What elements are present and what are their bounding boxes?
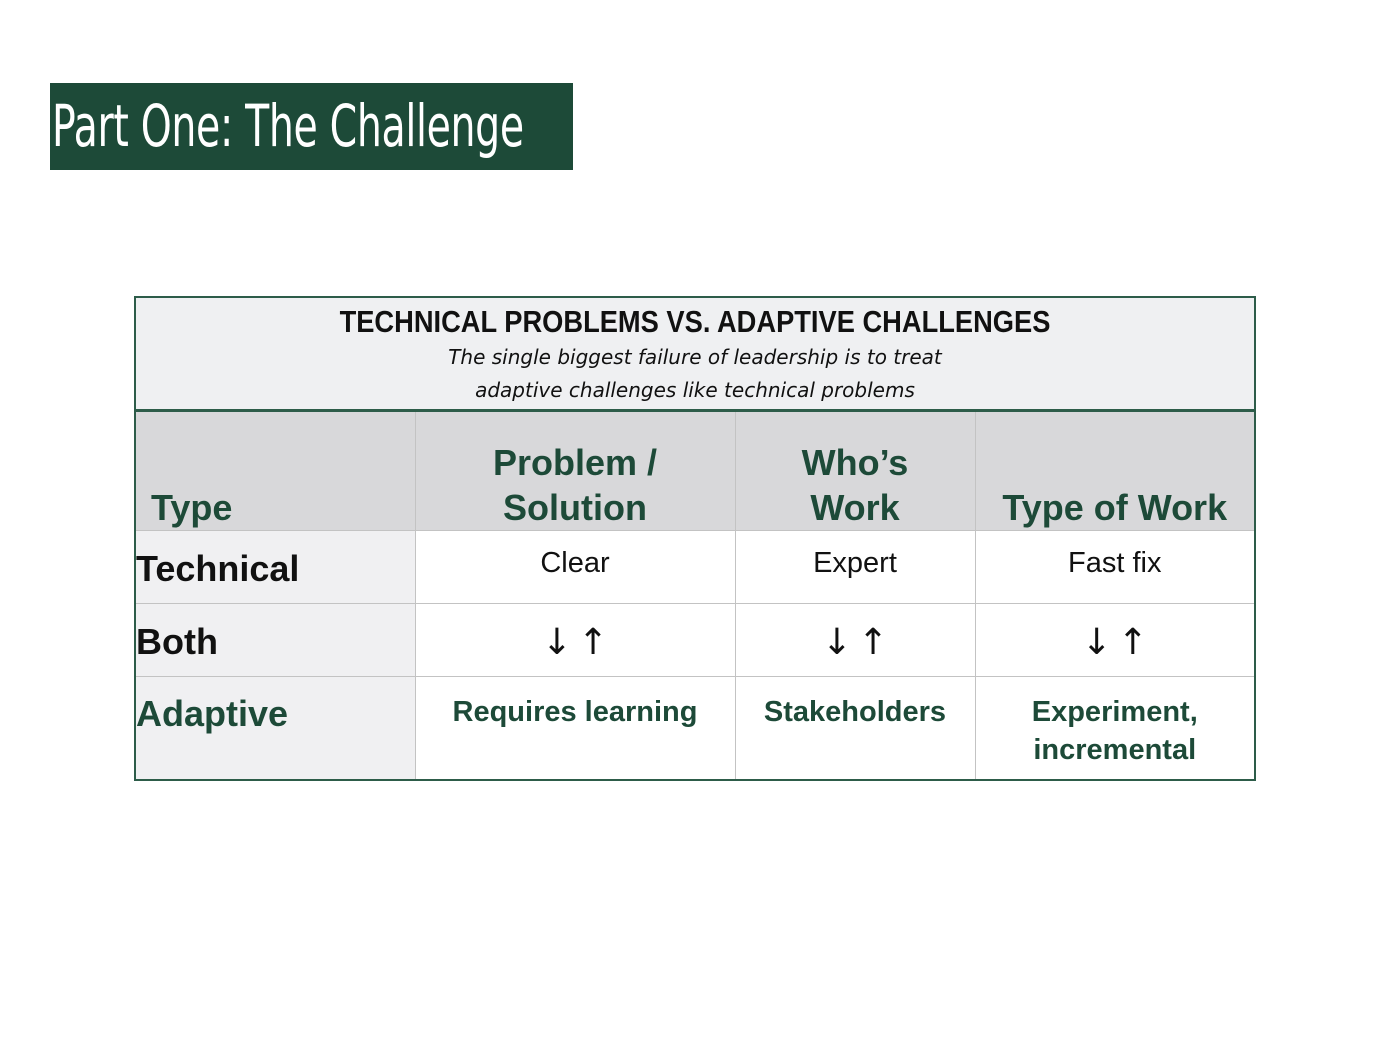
row-label-both: Both [136, 602, 416, 677]
arrow-down-icon: ↓ [1081, 621, 1112, 663]
row-label-technical: Technical [136, 529, 416, 604]
column-header-problem-solution: Problem / Solution [414, 412, 736, 531]
table-row-technical: Technical Clear Expert Fast fix [136, 529, 1254, 604]
slide-title: Part One: The Challenge [50, 83, 573, 170]
table-row-adaptive: Adaptive Requires learning Stakeholders … [136, 675, 1254, 779]
cell-both-problem-solution: ↓ ↑ [414, 602, 736, 677]
column-header-whos-work: Who’s Work [734, 412, 976, 531]
cell-adaptive-whos-work: Stakeholders [734, 675, 976, 779]
column-header-type-of-work: Type of Work [974, 412, 1254, 531]
arrow-down-icon: ↓ [541, 621, 572, 663]
arrow-up-icon: ↑ [858, 621, 889, 663]
arrow-down-icon: ↓ [821, 621, 852, 663]
cell-adaptive-type-of-work: Experiment, incremental [974, 675, 1254, 779]
table-row-both: Both ↓ ↑ ↓ ↑ ↓ ↑ [136, 602, 1254, 677]
column-header-type: Type [136, 412, 416, 531]
cell-technical-whos-work: Expert [734, 529, 976, 604]
cell-both-whos-work: ↓ ↑ [734, 602, 976, 677]
comparison-grid: Type Problem / Solution Who’s Work Type … [136, 412, 1254, 779]
header-row: Type Problem / Solution Who’s Work Type … [136, 412, 1254, 531]
cell-technical-type-of-work: Fast fix [974, 529, 1254, 604]
slide-title-text: Part One: The Challenge [52, 92, 524, 160]
cell-technical-problem-solution: Clear [414, 529, 736, 604]
table-subtitle-line2: adaptive challenges like technical probl… [475, 378, 915, 402]
table-caption: TECHNICAL PROBLEMS VS. ADAPTIVE CHALLENG… [136, 298, 1254, 412]
cell-adaptive-problem-solution: Requires learning [414, 675, 736, 779]
cell-both-type-of-work: ↓ ↑ [974, 602, 1254, 677]
comparison-table: TECHNICAL PROBLEMS VS. ADAPTIVE CHALLENG… [134, 296, 1256, 781]
arrow-up-icon: ↑ [578, 621, 609, 663]
table-subtitle-line1: The single biggest failure of leadership… [448, 345, 942, 369]
row-label-adaptive: Adaptive [136, 675, 416, 779]
table-heading: TECHNICAL PROBLEMS VS. ADAPTIVE CHALLENG… [339, 304, 1051, 339]
arrow-up-icon: ↑ [1117, 621, 1148, 663]
